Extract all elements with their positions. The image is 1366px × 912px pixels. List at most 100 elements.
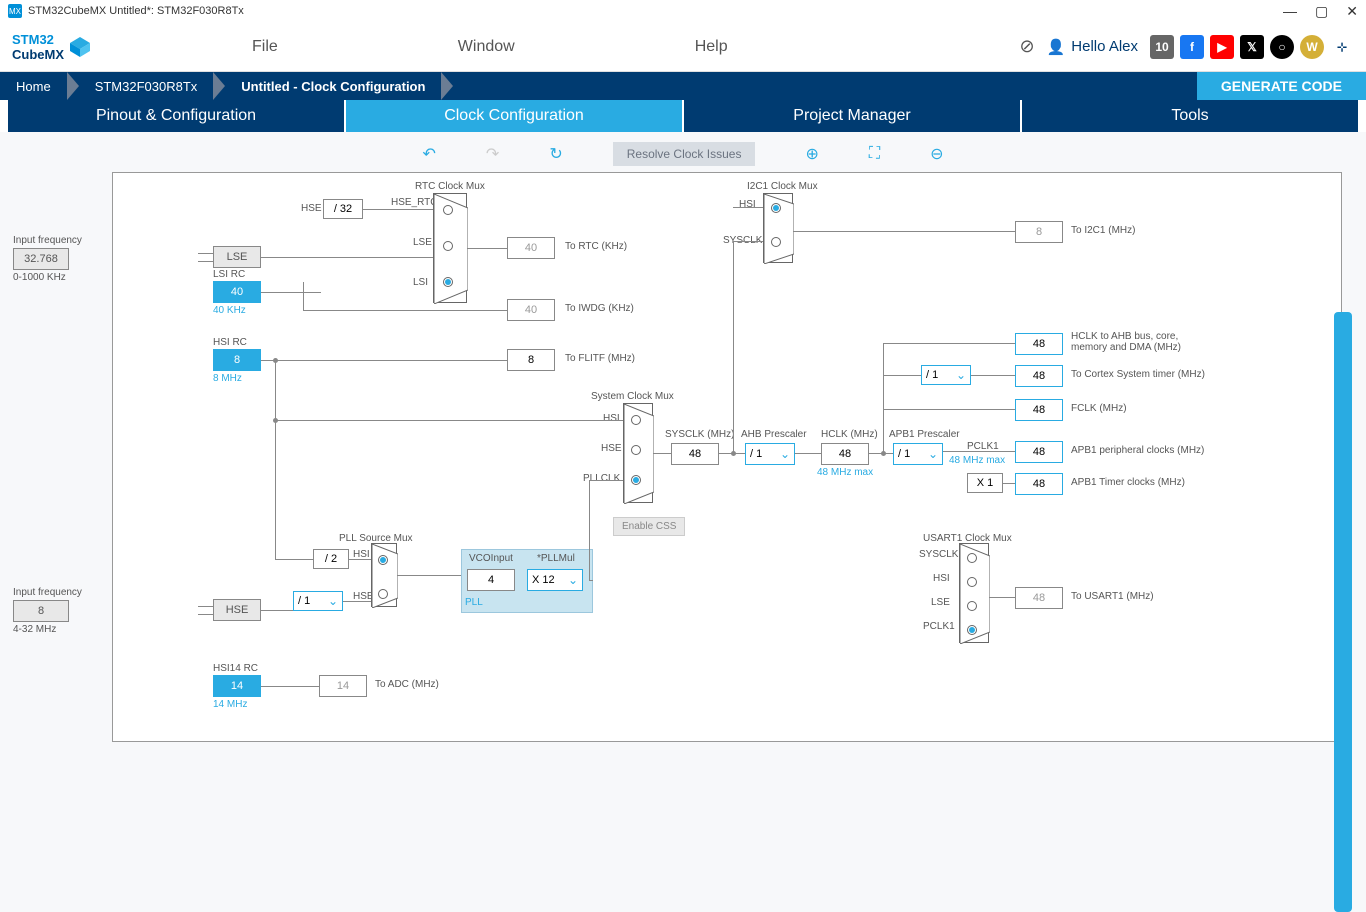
close-button[interactable]: ✕ [1346, 3, 1358, 20]
apb1p-val: 48 [1015, 441, 1063, 463]
vcoinput-val: 4 [467, 569, 515, 591]
enable-css-button[interactable]: Enable CSS [613, 517, 685, 536]
i2c-hsi: HSI [739, 199, 756, 210]
ahb-select[interactable]: / 1 [745, 443, 795, 465]
apb1t-val: 48 [1015, 473, 1063, 495]
rtc-radio-lse[interactable] [443, 241, 453, 251]
user-area[interactable]: 👤 Hello Alex [1047, 38, 1138, 56]
share-icon[interactable]: ⊹ [1330, 35, 1354, 59]
fit-button[interactable]: ⛶ [869, 145, 880, 163]
sysmux-hse: HSE [601, 443, 622, 454]
bc-chip[interactable]: STM32F030R8Tx [79, 72, 214, 100]
bc-current[interactable]: Untitled - Clock Configuration [225, 72, 441, 100]
vertical-scrollbar[interactable] [1334, 312, 1352, 912]
github-icon[interactable]: ○ [1270, 35, 1294, 59]
sysmux-radio-pllclk[interactable] [631, 475, 641, 485]
tab-project[interactable]: Project Manager [682, 100, 1020, 132]
fclk-val: 48 [1015, 399, 1063, 421]
pll-radio-hsi[interactable] [378, 555, 388, 565]
undo-button[interactable]: ↶ [423, 144, 436, 164]
hsi14-val: 14 [213, 675, 261, 697]
iwdg-val: 40 [507, 299, 555, 321]
usart-pclk1: PCLK1 [923, 621, 955, 632]
hse-freq-input[interactable]: 8 [13, 600, 69, 622]
zoom-in-button[interactable]: ⊕ [805, 144, 818, 164]
user-name: Hello Alex [1071, 38, 1138, 55]
cortex-div-select[interactable]: / 1 [921, 365, 971, 385]
rtc-mux-title: RTC Clock Mux [415, 181, 485, 192]
redo-button[interactable]: ↷ [486, 144, 499, 164]
i2c-title: I2C1 Clock Mux [747, 181, 818, 192]
usart-radio-pclk1[interactable] [967, 625, 977, 635]
usart-val: 48 [1015, 587, 1063, 609]
rtc-out-val: 40 [507, 237, 555, 259]
tab-clock[interactable]: Clock Configuration [344, 100, 682, 132]
minimize-button[interactable]: — [1283, 3, 1297, 20]
fclk-lbl: FCLK (MHz) [1071, 403, 1127, 414]
menu-file[interactable]: File [252, 38, 278, 56]
menu-help[interactable]: Help [695, 38, 728, 56]
rtc-radio-lsi[interactable] [443, 277, 453, 287]
generate-code-button[interactable]: GENERATE CODE [1197, 72, 1366, 100]
lse-freq-input[interactable]: 32.768 [13, 248, 69, 270]
wifi-icon[interactable]: ⊘ [1020, 36, 1035, 57]
youtube-icon[interactable]: ▶ [1210, 35, 1234, 59]
toolbar: ↶ ↷ ↻ Resolve Clock Issues ⊕ ⛶ ⊖ [0, 132, 1366, 168]
tab-pinout[interactable]: Pinout & Configuration [8, 100, 344, 132]
vcoinput-lbl: VCOInput [469, 553, 513, 564]
rtc-radio-hse[interactable] [443, 205, 453, 215]
lsi-unit: 40 KHz [213, 305, 246, 316]
user-icon: 👤 [1047, 38, 1066, 56]
rtc-div32: / 32 [323, 199, 363, 219]
wiki-icon[interactable]: W [1300, 35, 1324, 59]
i2c-lbl: To I2C1 (MHz) [1071, 225, 1135, 236]
bc-home[interactable]: Home [0, 72, 67, 100]
sysmux-radio-hsi[interactable] [631, 415, 641, 425]
hsi14-label: HSI14 RC [213, 663, 258, 674]
i2c-radio-sysclk[interactable] [771, 237, 781, 247]
x-icon[interactable]: 𝕏 [1240, 35, 1264, 59]
rtc-out-lbl: To RTC (KHz) [565, 241, 627, 252]
rtc-hsertc: HSE_RTC [391, 197, 438, 208]
sysmux-hsi: HSI [603, 413, 620, 424]
adc-val: 14 [319, 675, 367, 697]
iwdg-lbl: To IWDG (KHz) [565, 303, 634, 314]
rtc-lse: LSE [413, 237, 432, 248]
zoom-out-button[interactable]: ⊖ [930, 144, 943, 164]
maximize-button[interactable]: ▢ [1315, 3, 1328, 20]
pllmul-select[interactable]: X 12 [527, 569, 583, 591]
facebook-icon[interactable]: f [1180, 35, 1204, 59]
badge-icon[interactable]: 10 [1150, 35, 1174, 59]
usart-radio-lse[interactable] [967, 601, 977, 611]
tab-tools[interactable]: Tools [1020, 100, 1358, 132]
lsi-label: LSI RC [213, 269, 245, 280]
usart-sysclk: SYSCLK [919, 549, 958, 560]
window-title: STM32CubeMX Untitled*: STM32F030R8Tx [28, 5, 244, 17]
rtc-hse-lbl: HSE [301, 203, 322, 214]
hse-range: 4-32 MHz [13, 624, 93, 635]
clock-diagram[interactable]: Input frequency 32.768 0-1000 KHz Input … [112, 172, 1342, 742]
apb1-x1: X 1 [967, 473, 1003, 493]
pll-radio-hse[interactable] [378, 589, 388, 599]
usart-radio-hsi[interactable] [967, 577, 977, 587]
sysclk-val[interactable]: 48 [671, 443, 719, 465]
apb1t-lbl: APB1 Timer clocks (MHz) [1071, 477, 1185, 488]
breadcrumb: Home STM32F030R8Tx Untitled - Clock Conf… [0, 72, 1366, 100]
hclk-ahb-val: 48 [1015, 333, 1063, 355]
sysmux-title: System Clock Mux [591, 391, 674, 402]
apb1-select[interactable]: / 1 [893, 443, 943, 465]
refresh-button[interactable]: ↻ [549, 144, 562, 164]
usart-radio-sysclk[interactable] [967, 553, 977, 563]
resolve-button[interactable]: Resolve Clock Issues [613, 142, 756, 166]
i2c-radio-hsi[interactable] [771, 203, 781, 213]
lse-freq-label: Input frequency [13, 235, 93, 246]
pll-div1-select[interactable]: / 1 [293, 591, 343, 611]
hclk-val[interactable]: 48 [821, 443, 869, 465]
sysclk-lbl: SYSCLK (MHz) [665, 429, 734, 440]
ahb-lbl: AHB Prescaler [741, 429, 807, 440]
sysmux-radio-hse[interactable] [631, 445, 641, 455]
hse-freq-label: Input frequency [13, 587, 93, 598]
pclk1-max: 48 MHz max [949, 455, 1005, 466]
menu-window[interactable]: Window [458, 38, 515, 56]
cube-icon [68, 35, 92, 59]
